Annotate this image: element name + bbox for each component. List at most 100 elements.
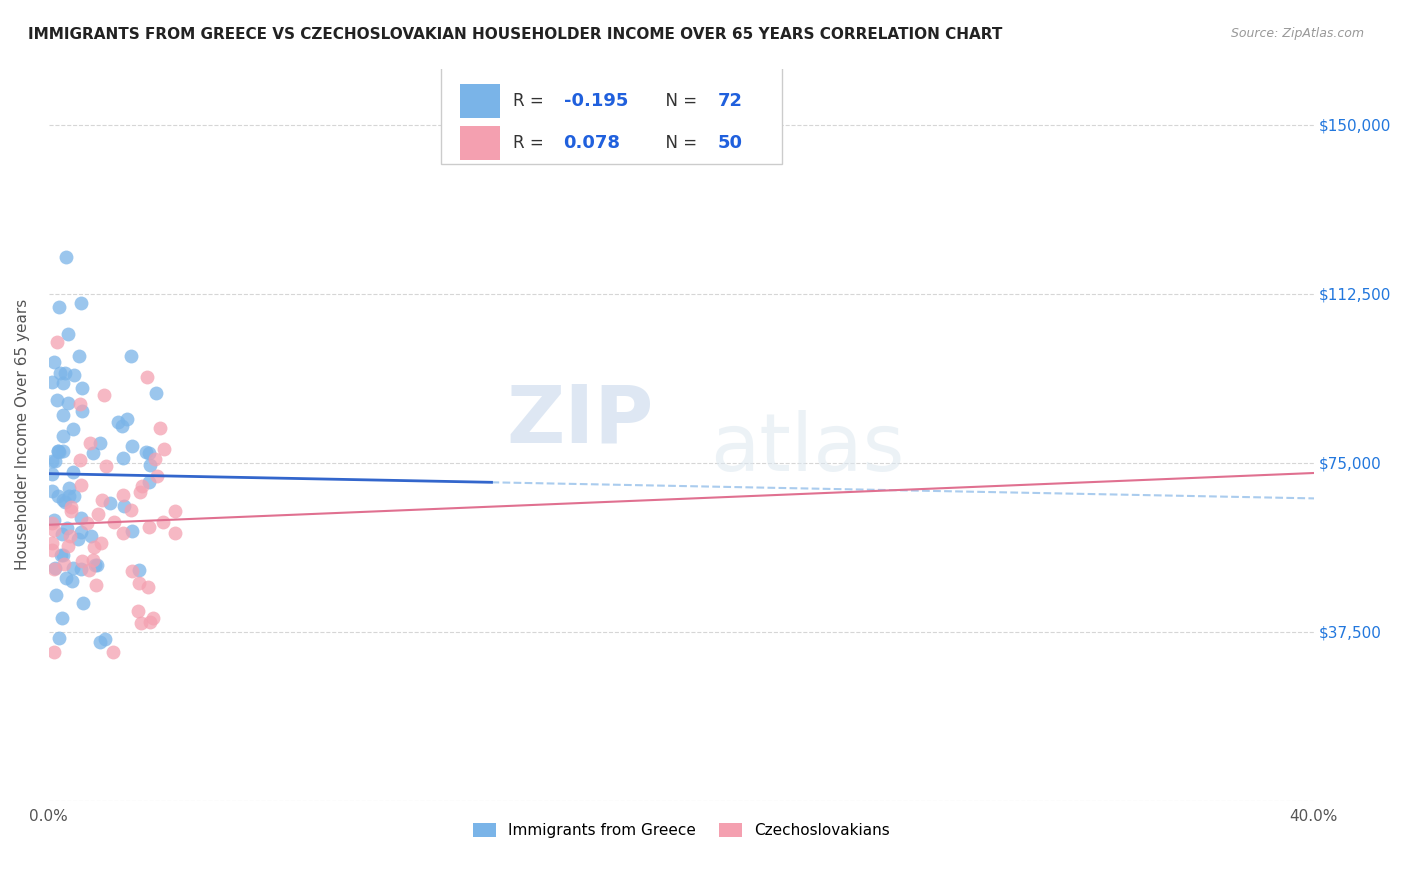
- Point: [48, 300, 70, 314]
- Point: [52, 548, 75, 562]
- Point: [93, 388, 115, 402]
- Point: [63, 489, 86, 503]
- Point: [48, 631, 70, 645]
- Point: [62, 465, 84, 479]
- Point: [44, 523, 66, 537]
- Point: [82, 446, 104, 460]
- Point: [41, 375, 63, 389]
- Point: [120, 349, 142, 363]
- Point: [128, 575, 150, 590]
- Point: [52, 443, 75, 458]
- Point: [69, 397, 91, 411]
- Point: [111, 526, 134, 541]
- Point: [59, 500, 82, 514]
- Text: 0.078: 0.078: [564, 134, 620, 152]
- Legend: Immigrants from Greece, Czechoslovakians: Immigrants from Greece, Czechoslovakians: [467, 817, 896, 845]
- Point: [41, 483, 63, 498]
- Text: 50: 50: [718, 134, 742, 152]
- Point: [70, 478, 93, 492]
- Point: [152, 515, 174, 529]
- Point: [55, 250, 77, 264]
- FancyBboxPatch shape: [460, 126, 501, 160]
- Text: Source: ZipAtlas.com: Source: ZipAtlas.com: [1230, 27, 1364, 40]
- Point: [44, 454, 66, 468]
- Point: [111, 450, 134, 465]
- Point: [70, 562, 93, 576]
- Point: [117, 412, 139, 426]
- Point: [48, 444, 70, 458]
- Point: [129, 485, 152, 500]
- Point: [139, 615, 162, 629]
- Point: [56, 521, 79, 535]
- Point: [62, 561, 84, 575]
- Text: IMMIGRANTS FROM GREECE VS CZECHOSLOVAKIAN HOUSEHOLDER INCOME OVER 65 YEARS CORRE: IMMIGRANTS FROM GREECE VS CZECHOSLOVAKIA…: [28, 27, 1002, 42]
- Point: [142, 611, 165, 625]
- Point: [128, 563, 150, 577]
- Point: [121, 524, 143, 539]
- Point: [138, 520, 160, 534]
- Point: [165, 504, 187, 518]
- Point: [129, 616, 152, 631]
- Point: [89, 634, 111, 648]
- Point: [70, 524, 93, 539]
- Point: [66, 532, 89, 546]
- Point: [51, 549, 73, 563]
- Point: [42, 513, 65, 527]
- Point: [165, 525, 187, 540]
- Point: [69, 453, 91, 467]
- Point: [96, 459, 118, 474]
- Point: [52, 429, 75, 443]
- Point: [79, 529, 101, 543]
- Point: [79, 563, 101, 577]
- Point: [146, 469, 169, 483]
- Point: [70, 295, 93, 310]
- Point: [79, 436, 101, 450]
- Point: [49, 366, 72, 380]
- Point: [152, 442, 174, 457]
- Point: [131, 478, 153, 492]
- Point: [82, 553, 104, 567]
- Text: ZIP: ZIP: [506, 381, 654, 459]
- Point: [70, 511, 93, 525]
- Point: [53, 557, 76, 571]
- Point: [83, 558, 105, 573]
- Point: [136, 369, 159, 384]
- Point: [62, 422, 84, 436]
- Point: [53, 367, 76, 381]
- Point: [138, 475, 160, 489]
- FancyBboxPatch shape: [460, 84, 501, 118]
- Point: [58, 489, 80, 503]
- Point: [121, 439, 143, 453]
- Point: [46, 489, 69, 503]
- Point: [90, 535, 112, 549]
- Point: [41, 536, 63, 550]
- Point: [76, 516, 98, 530]
- Point: [127, 604, 149, 618]
- Point: [94, 632, 117, 647]
- Point: [56, 326, 79, 341]
- Text: -0.195: -0.195: [564, 92, 628, 110]
- Point: [46, 443, 69, 458]
- Point: [87, 507, 110, 521]
- Point: [138, 446, 160, 460]
- Point: [59, 529, 82, 543]
- Point: [46, 334, 69, 349]
- Point: [86, 578, 108, 592]
- Point: [52, 492, 75, 507]
- Point: [59, 504, 82, 518]
- Point: [67, 350, 90, 364]
- Point: [41, 467, 63, 481]
- Point: [83, 540, 105, 554]
- Point: [46, 392, 69, 407]
- Point: [55, 495, 77, 509]
- Point: [45, 588, 67, 602]
- Text: N =: N =: [655, 92, 702, 110]
- Y-axis label: Householder Income Over 65 years: Householder Income Over 65 years: [15, 299, 30, 570]
- Point: [42, 645, 65, 659]
- Text: R =: R =: [513, 134, 548, 152]
- Point: [121, 565, 143, 579]
- Point: [101, 645, 124, 659]
- Text: R =: R =: [513, 92, 548, 110]
- Point: [56, 396, 79, 410]
- Point: [52, 408, 75, 422]
